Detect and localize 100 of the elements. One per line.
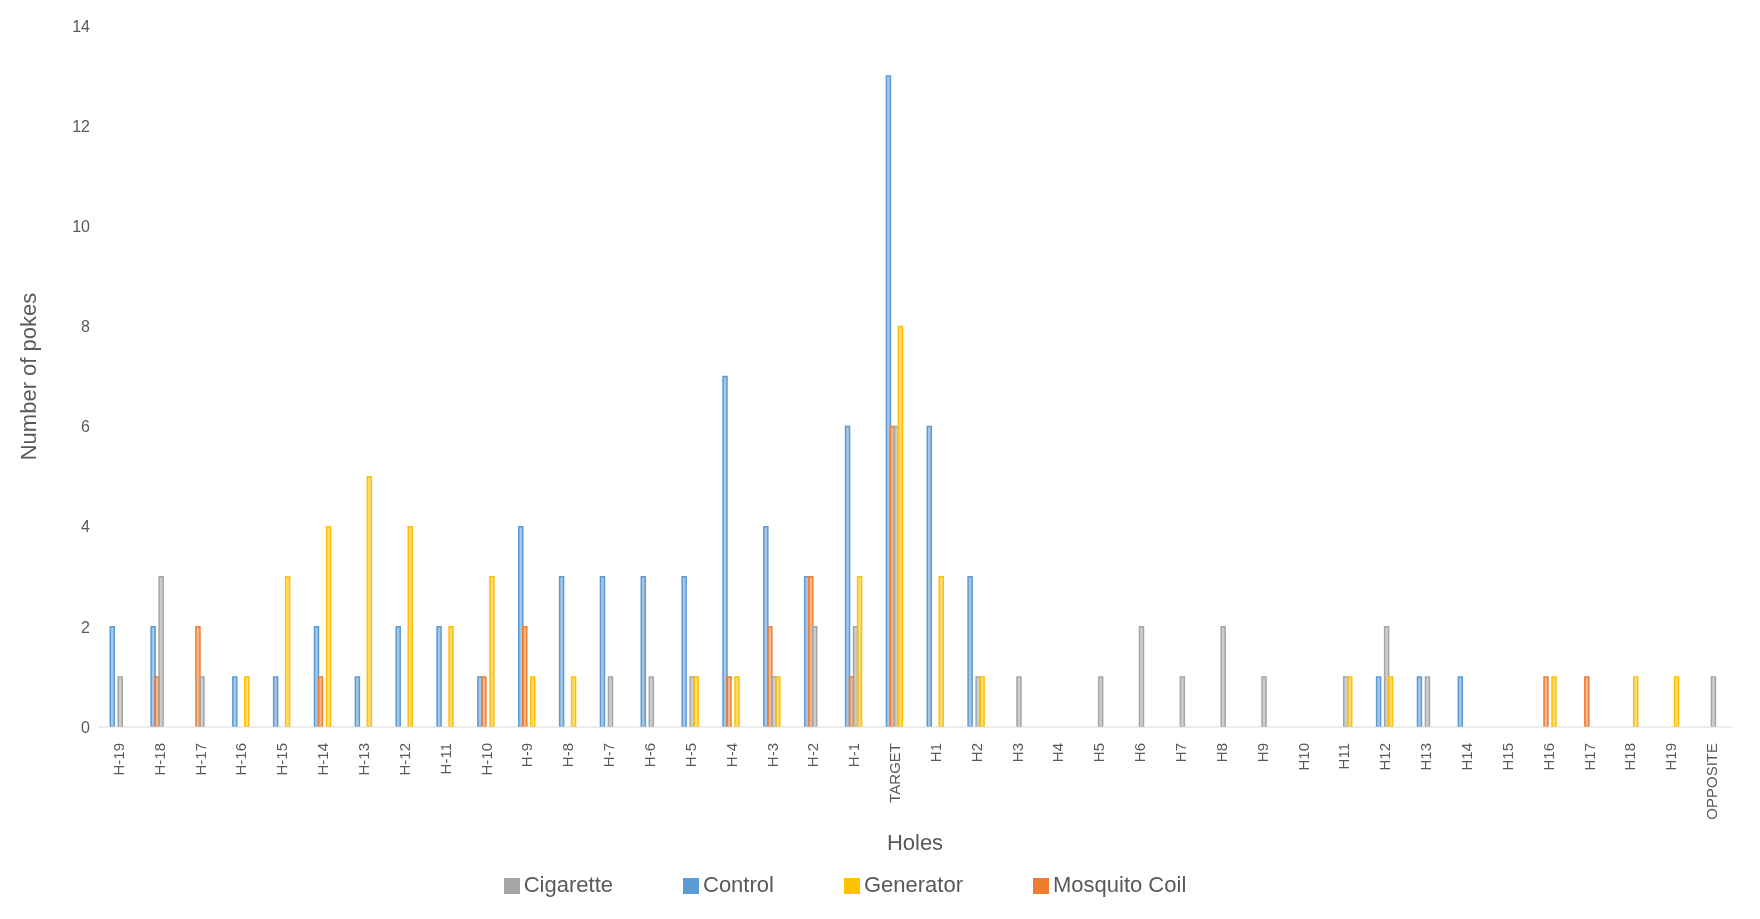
bar: [1220, 626, 1226, 727]
bar: [1673, 676, 1680, 727]
bar: [897, 325, 904, 727]
x-tick-label: H-11: [436, 743, 454, 775]
bar: [395, 626, 401, 727]
bar: [325, 525, 332, 727]
x-tick-label: H-3: [763, 743, 781, 768]
bar: [1584, 676, 1590, 727]
x-tick-label: H-15: [273, 743, 291, 776]
y-tick-label: 2: [81, 618, 91, 636]
bar: [518, 525, 524, 727]
x-tick-label: H1: [926, 743, 944, 763]
bar: [767, 626, 773, 727]
x-tick-label: H3: [1008, 743, 1026, 763]
bar: [366, 475, 373, 727]
bar: [1710, 676, 1717, 727]
bar: [284, 576, 291, 727]
x-tick-label: H-18: [150, 743, 168, 776]
x-tick-label: H18: [1621, 743, 1639, 771]
x-tick-label: OPPOSITE: [1703, 743, 1721, 820]
bar: [489, 576, 495, 727]
bar: [1016, 676, 1022, 727]
bar: [856, 576, 863, 727]
x-tick-label: H-10: [477, 743, 495, 776]
bar: [1551, 676, 1557, 727]
bar: [1424, 676, 1431, 727]
bar: [150, 626, 156, 727]
x-tick-label: H-16: [232, 743, 250, 776]
bar: [354, 676, 361, 727]
x-tick-label: H-2: [804, 743, 822, 768]
y-axis-title: Number of pokes: [15, 292, 41, 461]
bar: [244, 676, 250, 727]
bar: [763, 525, 769, 727]
bar: [199, 676, 205, 727]
bar: [599, 576, 606, 727]
bar: [607, 676, 614, 727]
bar: [1387, 676, 1394, 727]
bar: [693, 676, 699, 727]
x-tick-label: H13: [1417, 743, 1435, 771]
bar: [938, 576, 945, 727]
x-tick-label: H-17: [191, 743, 209, 776]
bar: [722, 375, 728, 727]
bar: [1179, 676, 1186, 727]
bar: [407, 525, 413, 727]
bar: [648, 676, 655, 727]
y-tick-label: 0: [81, 718, 91, 736]
y-tick-label: 10: [72, 217, 91, 235]
x-tick-label: TARGET: [886, 743, 904, 803]
x-tick-label: H19: [1662, 743, 1680, 771]
x-tick-label: H-12: [395, 743, 413, 776]
x-tick-label: H-4: [722, 743, 740, 768]
bar: [1543, 676, 1549, 727]
x-tick-label: H10: [1294, 743, 1312, 771]
x-tick-label: H-14: [314, 743, 332, 776]
x-tick-label: H-8: [559, 743, 577, 768]
bar: [158, 576, 164, 727]
x-tick-label: H6: [1131, 743, 1149, 763]
bar: [195, 626, 201, 727]
bar: [1097, 676, 1104, 727]
x-tick-label: H2: [967, 743, 985, 763]
y-tick-label: 14: [72, 17, 91, 35]
x-tick-label: H15: [1498, 743, 1516, 771]
y-tick-label: 8: [81, 318, 91, 336]
bar: [1632, 676, 1639, 727]
bar: [436, 626, 442, 727]
bar: [1375, 676, 1382, 727]
bar: [1138, 626, 1145, 727]
x-tick-label: H-9: [518, 743, 536, 768]
x-tick-label: H-7: [600, 743, 618, 768]
bar: [1416, 676, 1423, 727]
bar: [979, 676, 985, 727]
bar: [640, 576, 647, 727]
x-tick-label: H8: [1212, 743, 1230, 763]
x-axis-title: Holes: [886, 830, 944, 855]
x-tick-label: H7: [1172, 743, 1190, 763]
bar: [1261, 676, 1267, 727]
x-tick-label: H11: [1335, 743, 1353, 770]
legend-label: Generator: [863, 872, 963, 897]
y-tick-label: 4: [81, 518, 91, 536]
bar: [481, 676, 487, 727]
y-tick-label: 12: [72, 117, 91, 135]
x-tick-label: H5: [1090, 743, 1108, 763]
bar: [448, 626, 454, 727]
bar: [117, 676, 124, 727]
bar: [1457, 676, 1464, 727]
bar: [775, 676, 781, 727]
x-tick-label: H12: [1376, 743, 1394, 771]
bar: [232, 676, 238, 727]
bar: [681, 576, 687, 727]
bar: [558, 576, 565, 727]
x-tick-label: H14: [1457, 743, 1475, 771]
legend-label: Cigarette: [523, 872, 613, 897]
x-tick-label: H9: [1253, 743, 1271, 763]
bar: [1347, 676, 1353, 727]
x-tick-label: H16: [1539, 743, 1557, 771]
x-tick-label: H-19: [109, 743, 127, 776]
legend-label: Mosquito Coil: [1052, 872, 1187, 897]
bar: [109, 626, 116, 727]
x-tick-label: H17: [1580, 743, 1598, 771]
x-tick-label: H-13: [355, 743, 373, 776]
